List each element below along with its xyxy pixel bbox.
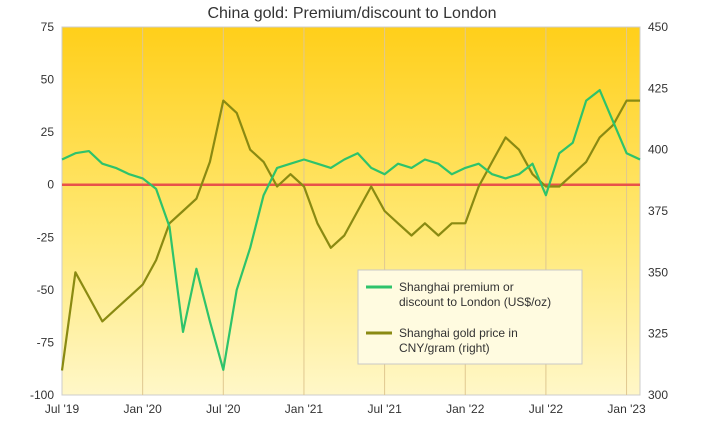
y-right-tick-label: 450 xyxy=(648,20,668,34)
y-left-tick-label: -25 xyxy=(37,230,55,244)
x-tick-label: Jul '19 xyxy=(45,402,80,416)
y-right-tick-label: 425 xyxy=(648,81,668,95)
y-right-tick-label: 350 xyxy=(648,265,668,279)
axis-tick-labels: Jul '19 Jan '20 Jul '20 Jan '21 Jul '21 Jan '… xyxy=(30,20,668,416)
series-line-shanghai-premium xyxy=(61,88,641,371)
y-left-tick-label: -100 xyxy=(30,388,54,402)
legend-label-premium-line2: discount to London (US$/oz) xyxy=(399,295,551,309)
x-tick-label: Jan '21 xyxy=(285,402,324,416)
legend-label-price-line2: CNY/gram (right) xyxy=(399,341,490,355)
x-tick-label: Jan '20 xyxy=(123,402,162,416)
y-right-tick-label: 300 xyxy=(648,388,668,402)
y-right-tick-label: 400 xyxy=(648,143,668,157)
y-right-tick-label: 375 xyxy=(648,204,668,218)
x-tick-label: Jul '20 xyxy=(206,402,241,416)
series-layer xyxy=(60,88,641,371)
legend-label-price-line1: Shanghai gold price in xyxy=(399,326,518,340)
x-tick-label: Jan '22 xyxy=(446,402,485,416)
y-left-tick-label: 50 xyxy=(41,73,55,87)
series-line-shanghai-price xyxy=(60,99,640,371)
y-left-tick-label: -50 xyxy=(37,283,55,297)
y-left-tick-label: -75 xyxy=(37,335,55,349)
legend-box xyxy=(357,269,583,365)
chart-title: China gold: Premium/discount to London xyxy=(207,5,496,22)
x-tick-label: Jul '21 xyxy=(367,402,402,416)
x-tick-label: Jul '22 xyxy=(529,402,564,416)
legend-label-premium-line1: Shanghai premium or xyxy=(399,280,514,294)
legend: Shanghai premium or discount to London (… xyxy=(357,269,583,365)
y-left-tick-label: 0 xyxy=(47,178,54,192)
y-left-tick-label: 25 xyxy=(41,125,55,139)
x-tick-label: Jan '23 xyxy=(607,402,646,416)
y-right-tick-label: 325 xyxy=(648,327,668,341)
y-left-tick-label: 75 xyxy=(41,20,55,34)
